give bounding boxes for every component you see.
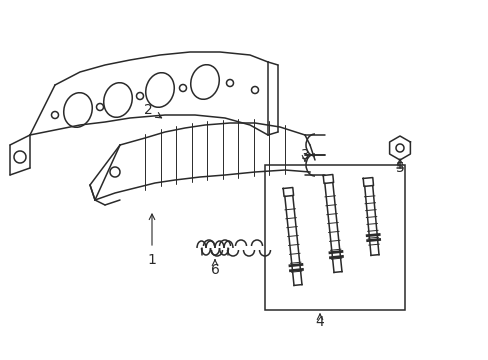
- Text: 2: 2: [143, 103, 152, 117]
- Text: 1: 1: [147, 253, 156, 267]
- Text: 3: 3: [300, 148, 309, 162]
- Text: 6: 6: [210, 263, 219, 277]
- Text: 4: 4: [315, 315, 324, 329]
- Text: 5: 5: [395, 161, 404, 175]
- Bar: [264, 165, 404, 310]
